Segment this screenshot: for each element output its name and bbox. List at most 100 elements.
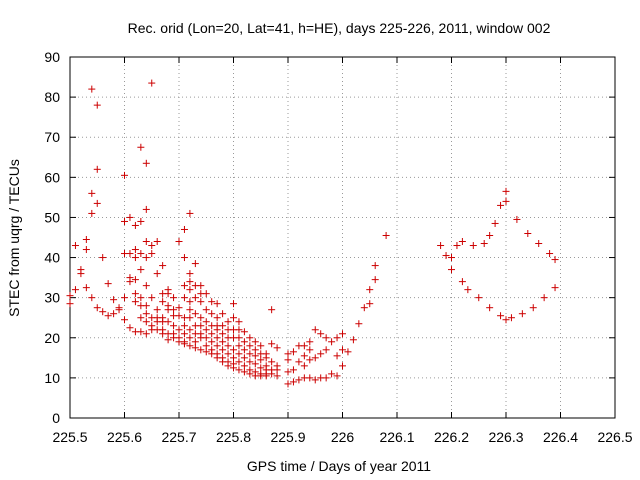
data-point: [142, 205, 150, 213]
data-point: [126, 250, 134, 258]
data-point: [458, 278, 466, 286]
data-point: [191, 260, 199, 268]
data-point: [333, 372, 341, 380]
data-point: [180, 294, 188, 302]
data-point: [213, 342, 221, 350]
data-point: [197, 314, 205, 322]
data-point: [535, 240, 543, 248]
data-point: [284, 368, 292, 376]
data-point: [93, 165, 101, 173]
data-point: [230, 300, 237, 308]
data-point: [170, 306, 178, 314]
data-point: [137, 314, 145, 322]
data-point: [186, 209, 194, 217]
data-point: [295, 358, 303, 366]
data-point: [284, 380, 292, 388]
data-point: [306, 338, 314, 346]
data-point: [339, 362, 346, 370]
data-point: [246, 342, 254, 350]
data-point: [502, 187, 510, 195]
data-point: [273, 366, 281, 374]
data-point: [142, 159, 150, 167]
data-point: [551, 256, 559, 264]
data-point: [513, 215, 521, 223]
grid-lines: [70, 57, 615, 418]
data-point: [551, 284, 559, 292]
data-point: [491, 219, 499, 227]
data-point: [311, 326, 319, 334]
data-point: [153, 238, 161, 246]
x-tick-label: 225.7: [161, 429, 196, 445]
data-point: [186, 342, 194, 350]
data-point: [344, 348, 352, 356]
data-point: [202, 326, 210, 334]
data-point: [137, 294, 145, 302]
data-point: [328, 338, 336, 346]
data-point: [186, 278, 194, 286]
data-point: [126, 278, 134, 286]
data-point: [148, 294, 156, 302]
data-point: [186, 334, 194, 342]
data-point: [322, 334, 330, 342]
data-point: [104, 280, 112, 288]
y-axis: 0 10 20 30 40 50 60 70 80 90: [44, 49, 615, 426]
data-point: [284, 350, 292, 358]
data-point: [518, 310, 526, 318]
data-points: [66, 79, 559, 388]
data-point: [284, 356, 292, 364]
data-point: [191, 344, 199, 352]
data-point: [360, 304, 368, 312]
x-axis-label: GPS time / Days of year 2011: [247, 458, 431, 474]
data-point: [300, 352, 308, 360]
data-point: [180, 225, 188, 233]
data-point: [148, 79, 156, 87]
data-point: [300, 362, 308, 370]
data-point: [448, 254, 455, 262]
data-point: [306, 374, 314, 382]
data-point: [224, 342, 232, 350]
y-tick-label: 70: [44, 129, 60, 145]
data-point: [153, 270, 161, 278]
data-point: [502, 197, 510, 205]
data-point: [230, 364, 237, 372]
data-point: [180, 330, 188, 338]
data-point: [175, 326, 183, 334]
data-point: [507, 314, 515, 322]
data-point: [289, 348, 297, 356]
x-tick-label: 225.9: [270, 429, 305, 445]
data-point: [93, 304, 101, 312]
y-axis-label: STEC from uqrg / TECUs: [6, 159, 22, 317]
data-point: [88, 294, 96, 302]
data-point: [170, 294, 178, 302]
data-point: [306, 346, 314, 354]
data-point: [186, 270, 194, 278]
data-point: [137, 143, 145, 151]
data-point: [148, 242, 156, 250]
data-point: [93, 199, 101, 207]
data-point: [164, 336, 172, 344]
data-point: [486, 231, 494, 239]
data-point: [349, 336, 357, 344]
data-point: [382, 231, 390, 239]
data-point: [137, 328, 145, 336]
data-point: [235, 334, 243, 342]
data-point: [137, 266, 145, 274]
data-point: [104, 312, 112, 320]
y-tick-label: 40: [44, 250, 60, 266]
y-tick-label: 10: [44, 370, 60, 386]
data-point: [99, 254, 107, 262]
data-point: [88, 189, 96, 197]
data-point: [339, 330, 346, 338]
chart-title: Rec. orid (Lon=20, Lat=41, h=HE), days 2…: [128, 20, 551, 36]
data-point: [131, 298, 139, 306]
data-point: [546, 250, 554, 258]
data-point: [175, 312, 183, 320]
x-tick-label: 225.8: [216, 429, 251, 445]
data-point: [175, 238, 183, 246]
data-point: [110, 296, 118, 304]
data-point: [437, 242, 445, 250]
data-point: [180, 340, 188, 348]
data-point: [295, 376, 303, 384]
data-point: [273, 372, 281, 380]
